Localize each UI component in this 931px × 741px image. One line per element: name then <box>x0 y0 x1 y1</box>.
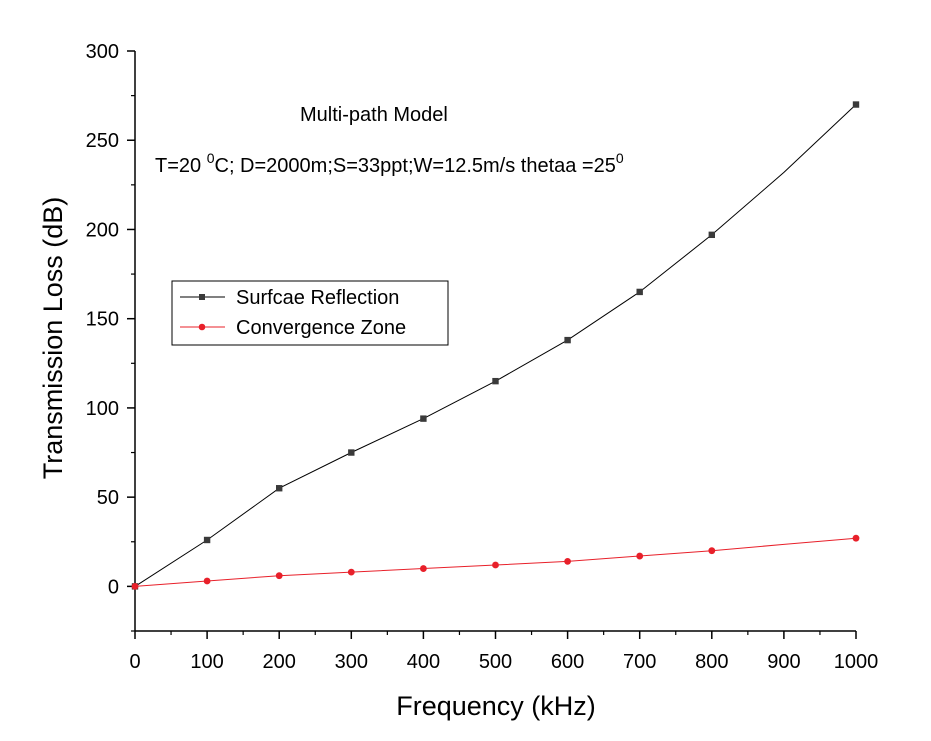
annotation-params-mid: C; D=2000m;S=33ppt;W=12.5m/s thetaa =25 <box>215 155 616 177</box>
y-tick-label-50: 50 <box>97 487 119 509</box>
series-0 <box>131 101 860 590</box>
point-s1-10 <box>852 534 860 542</box>
y-axis-title: Transmission Loss (dB) <box>38 197 68 480</box>
legend-label-surface-reflection: Surfcae Reflection <box>236 287 399 309</box>
point-s0-1 <box>203 536 211 544</box>
y-tick-label-250: 250 <box>86 130 119 152</box>
point-s1-4 <box>420 565 427 572</box>
y-tick-label-100: 100 <box>86 398 119 420</box>
legend: Surfcae Reflection Convergence Zone <box>171 280 449 346</box>
x-tick-label-200: 200 <box>263 651 296 673</box>
x-tick-label-700: 700 <box>623 651 656 673</box>
x-tick-label-500: 500 <box>479 651 512 673</box>
x-tick-label-100: 100 <box>190 651 223 673</box>
point-s1-1 <box>203 577 211 585</box>
annotation-params-sup1: 0 <box>207 150 215 166</box>
legend-box <box>171 280 449 346</box>
x-tick-label-900: 900 <box>767 651 800 673</box>
point-s1-6 <box>564 558 571 565</box>
series-layer <box>131 101 860 590</box>
series-1 <box>131 534 860 590</box>
legend-marker-surface-reflection <box>199 294 205 300</box>
annotation-params-prefix: T=20 <box>155 155 207 177</box>
point-s0-6 <box>564 336 571 344</box>
annotation-params: T=20 0C; D=2000m;S=33ppt;W=12.5m/s theta… <box>155 150 624 177</box>
point-s0-10 <box>852 101 860 108</box>
point-s0-4 <box>420 415 427 422</box>
point-s1-7 <box>636 552 644 560</box>
y-tick-label-200: 200 <box>86 219 119 241</box>
ticks: 0 100 200 300 400 500 600 700 800 900 1000 0 50 100 15… <box>86 41 879 673</box>
x-tick-label-300: 300 <box>335 651 368 673</box>
x-tick-label-0: 0 <box>129 651 140 673</box>
point-s0-8 <box>708 231 715 239</box>
x-tick-label-800: 800 <box>695 651 728 673</box>
point-s0-3 <box>348 449 355 456</box>
point-s1-3 <box>347 568 355 576</box>
annotation-params-sup2: 0 <box>616 150 624 166</box>
point-s0-2 <box>276 485 283 492</box>
point-s1-8 <box>708 547 716 555</box>
x-axis-title: Frequency (kHz) <box>396 691 596 721</box>
y-tick-label-150: 150 <box>86 309 119 331</box>
x-tick-label-600: 600 <box>551 651 584 673</box>
x-tick-label-1000: 1000 <box>834 651 879 673</box>
point-s1-2 <box>275 572 283 580</box>
annotation-title: Multi-path Model <box>300 104 448 126</box>
point-s0-7 <box>636 288 643 296</box>
legend-marker-convergence-zone <box>198 323 206 331</box>
y-tick-label-0: 0 <box>108 576 119 598</box>
x-tick-label-400: 400 <box>407 651 440 673</box>
y-tick-label-300: 300 <box>86 41 119 63</box>
legend-label-convergence-zone: Convergence Zone <box>236 317 406 339</box>
point-s1-0 <box>131 582 139 590</box>
point-s1-5 <box>492 561 499 569</box>
point-s0-5 <box>492 377 499 385</box>
